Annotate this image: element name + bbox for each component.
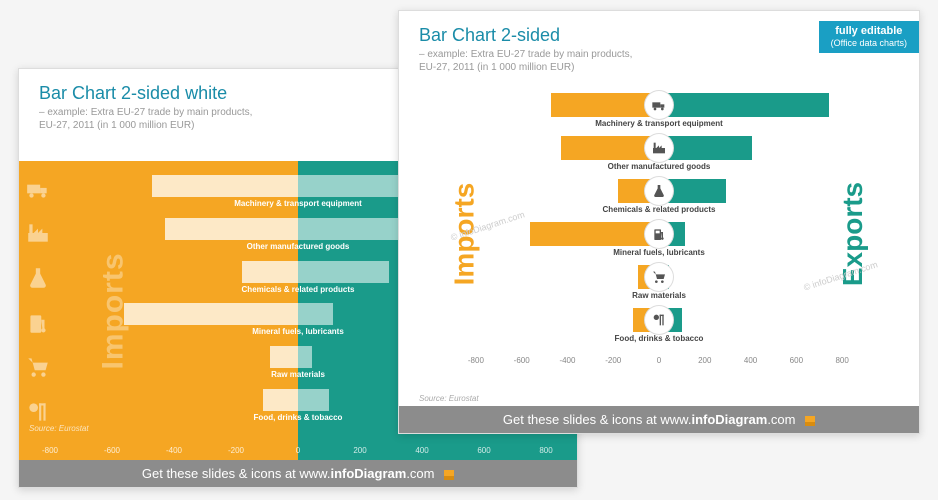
axis-tick: -800 (19, 446, 81, 455)
front-subtitle-l1: – example: Extra EU-27 trade by main pro… (419, 49, 632, 60)
front-row: Other manufactured goods (453, 136, 865, 176)
flask-icon (645, 177, 673, 205)
truck-icon (645, 91, 673, 119)
back-axis: -800-600-400-2000200400600800 (19, 446, 577, 455)
front-footer: Get these slides & icons at www.infoDiag… (399, 406, 919, 433)
front-row-label: Chemicals & related products (453, 205, 865, 214)
footer-post: .com (406, 466, 434, 481)
footer-pre: Get these slides & icons at www. (503, 412, 692, 427)
axis-tick: 400 (391, 446, 453, 455)
editable-badge: fully editable (Office data charts) (819, 21, 919, 53)
slide-front: fully editable (Office data charts) Bar … (398, 10, 920, 434)
front-subtitle: – example: Extra EU-27 trade by main pro… (399, 48, 919, 84)
axis-tick: 200 (682, 356, 728, 365)
axis-tick: 600 (453, 446, 515, 455)
footer-brand: infoDiagram (691, 412, 767, 427)
footer-post: .com (767, 412, 795, 427)
back-bar-export (298, 346, 312, 368)
back-bar-export (298, 303, 333, 325)
axis-tick: 800 (819, 356, 865, 365)
front-axis: -800-600-400-2000200400600800 (453, 356, 865, 365)
front-chart: Imports Exports Machinery & transport eq… (419, 91, 899, 377)
fuel-icon (645, 220, 673, 248)
back-footer: Get these slides & icons at www.infoDiag… (19, 460, 577, 487)
axis-tick: -200 (590, 356, 636, 365)
front-bar-import (551, 93, 659, 117)
front-row-label: Machinery & transport equipment (453, 119, 865, 128)
axis-tick: -400 (545, 356, 591, 365)
back-bar-import (152, 175, 298, 197)
front-bar-export (659, 93, 829, 117)
cart-icon (645, 263, 673, 291)
axis-tick: -200 (205, 446, 267, 455)
badge-text: fully editable (835, 25, 902, 37)
back-bar-export (298, 261, 389, 283)
front-row-label: Other manufactured goods (453, 162, 865, 171)
front-source: Source: Eurostat (419, 394, 479, 403)
front-row: Machinery & transport equipment (453, 93, 865, 133)
footer-brand: infoDiagram (330, 466, 406, 481)
back-source: Source: Eurostat (29, 424, 89, 433)
footer-logo-icon (444, 470, 454, 480)
back-bar-import (165, 218, 298, 240)
footer-logo-icon (805, 416, 815, 426)
back-bar-import (263, 389, 298, 411)
front-row: Mineral fuels, lubricants (453, 222, 865, 262)
axis-tick: 200 (329, 446, 391, 455)
axis-tick: -600 (499, 356, 545, 365)
front-row-label: Raw materials (453, 291, 865, 300)
factory-icon (645, 134, 673, 162)
front-row: Chemicals & related products (453, 179, 865, 219)
footer-pre: Get these slides & icons at www. (142, 466, 331, 481)
back-bar-export (298, 389, 329, 411)
front-subtitle-l2: EU-27, 2011 (in 1 000 million EUR) (419, 62, 574, 73)
food-icon (645, 306, 673, 334)
axis-tick: -600 (81, 446, 143, 455)
front-row: Food, drinks & tobacco (453, 308, 865, 348)
axis-tick: -800 (453, 356, 499, 365)
back-subtitle-l2: EU-27, 2011 (in 1 000 million EUR) (39, 120, 194, 131)
axis-tick: 400 (728, 356, 774, 365)
axis-tick: -400 (143, 446, 205, 455)
back-subtitle-l1: – example: Extra EU-27 trade by main pro… (39, 107, 252, 118)
back-bar-import (242, 261, 298, 283)
badge-subtext: (Office data charts) (831, 38, 907, 49)
front-rows: Machinery & transport equipment Other man… (453, 91, 865, 349)
axis-tick: 800 (515, 446, 577, 455)
axis-tick: 0 (267, 446, 329, 455)
back-bar-import (124, 303, 298, 325)
axis-tick: 0 (636, 356, 682, 365)
back-bar-import (270, 346, 298, 368)
front-row-label: Mineral fuels, lubricants (453, 248, 865, 257)
front-bar-import (530, 222, 659, 246)
front-row: Raw materials (453, 265, 865, 305)
front-row-label: Food, drinks & tobacco (453, 334, 865, 343)
axis-tick: 600 (773, 356, 819, 365)
